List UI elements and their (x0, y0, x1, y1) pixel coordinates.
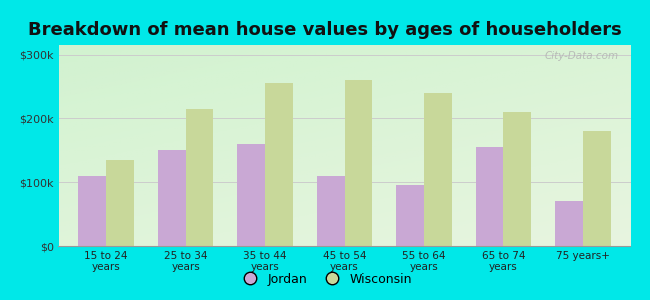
Bar (186, 109, 213, 246)
Bar (158, 150, 186, 246)
Bar (79, 176, 106, 246)
Bar (583, 131, 610, 246)
Bar (344, 80, 372, 246)
Bar (396, 185, 424, 246)
Text: Breakdown of mean house values by ages of householders: Breakdown of mean house values by ages o… (28, 21, 622, 39)
Bar (503, 112, 531, 246)
Bar (265, 83, 293, 246)
Bar (317, 176, 345, 246)
Text: City-Data.com: City-Data.com (545, 51, 619, 61)
Legend: Jordan, Wisconsin: Jordan, Wisconsin (233, 268, 417, 291)
Bar (106, 160, 134, 246)
Bar (555, 201, 583, 246)
Bar (476, 147, 503, 246)
Bar (424, 93, 452, 246)
Bar (237, 144, 265, 246)
